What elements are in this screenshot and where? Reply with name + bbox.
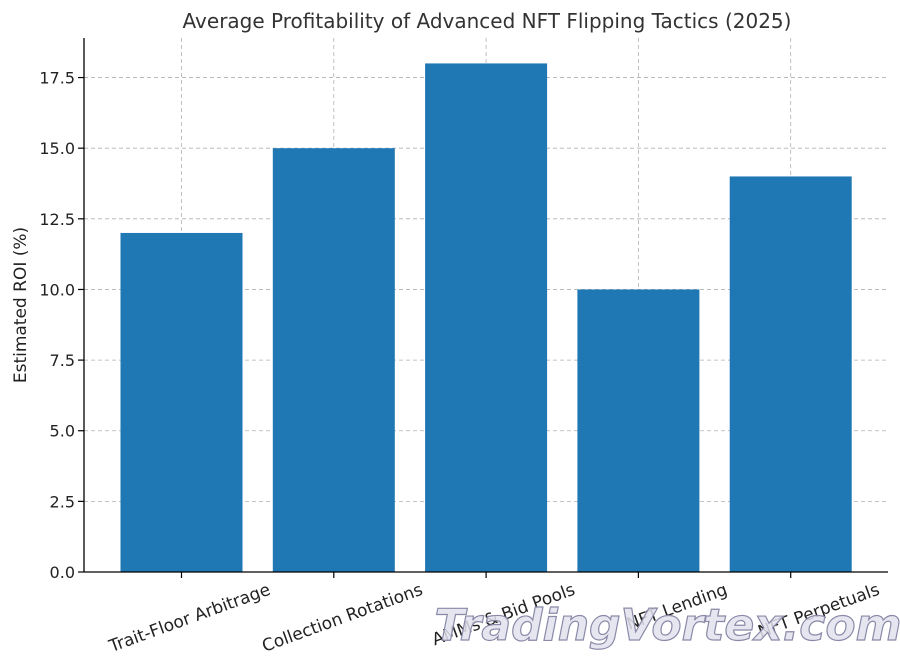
y-tick-label: 17.5 bbox=[39, 69, 75, 88]
bar bbox=[729, 176, 852, 572]
watermark: TradingVortex.com bbox=[435, 600, 900, 651]
y-tick-label: 10.0 bbox=[39, 280, 75, 299]
y-axis-label: Estimated ROI (%) bbox=[11, 227, 31, 383]
y-tick-label: 5.0 bbox=[50, 422, 75, 441]
y-tick-label: 7.5 bbox=[50, 351, 75, 370]
y-tick-label: 15.0 bbox=[39, 139, 75, 158]
y-tick-label: 0.0 bbox=[50, 563, 75, 582]
bar bbox=[272, 148, 395, 572]
bars-group bbox=[120, 63, 852, 573]
bar bbox=[577, 289, 700, 572]
chart-title: Average Profitability of Advanced NFT Fl… bbox=[183, 9, 792, 33]
bar bbox=[425, 63, 548, 573]
y-tick-label: 2.5 bbox=[50, 492, 75, 511]
y-ticks: 0.0 2.5 5.0 7.5 10.0 12.5 15.0 17.5 bbox=[39, 69, 84, 582]
bar bbox=[120, 232, 243, 572]
y-tick-label: 12.5 bbox=[39, 210, 75, 229]
